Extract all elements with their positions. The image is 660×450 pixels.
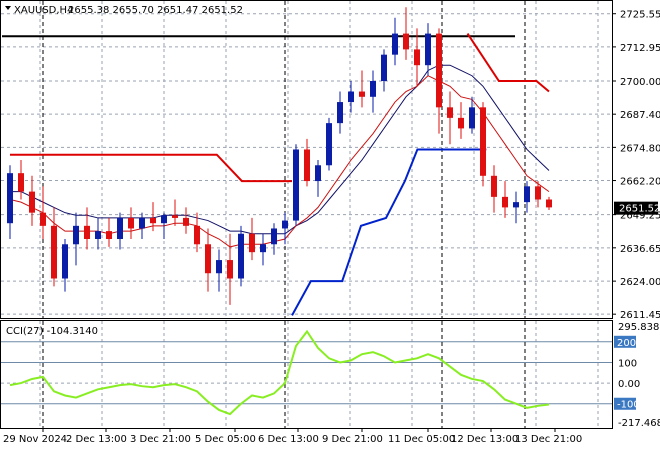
candle [304,138,310,187]
time-tick-label: 2 Dec 13:00 [66,434,127,445]
price-tick-label: 2712.95 [620,43,660,54]
candle [7,165,13,239]
price-tick-label: 2624.00 [620,277,660,288]
candle [381,49,387,92]
time-tick-label: 9 Dec 21:00 [322,434,383,445]
candle [128,207,134,239]
candle [205,228,211,292]
candle [194,212,200,253]
price-tick-label: 2611.45 [620,310,660,321]
candle [117,212,123,250]
price-tick-label: 2662.20 [620,177,660,188]
candle [18,160,24,200]
candle [535,181,541,208]
cci-tick-label: -100 [617,400,640,411]
candles [7,7,552,305]
candle [315,160,321,197]
time-tick-label: 6 Dec 13:00 [258,434,319,445]
candle [403,7,409,60]
time-tick-label: 12 Dec 13:00 [451,434,518,445]
cci-tick-label: 200 [617,338,636,349]
candle [95,217,101,250]
candle [425,23,431,76]
cci-tick-label: -217.4689 [618,418,660,429]
candle [524,181,530,213]
candle [326,117,332,171]
candle [260,233,266,266]
svg-text:2651.52: 2651.52 [619,204,660,215]
candle [161,212,167,239]
candle [502,181,508,218]
candle [458,102,464,139]
candle [414,28,420,87]
price-tick-label: 2725.55 [620,10,660,21]
candle [227,233,233,305]
cci-axis: 295.8383 200 100 0.00 -100 -217.4689 [614,322,660,429]
candle [29,175,35,226]
price-axis: 2725.55 2712.95 2700.00 2687.40 2674.80 2662.… [612,10,660,321]
cci-line [9,329,550,416]
candle [293,144,299,226]
candle [447,91,453,145]
candle [469,96,475,134]
candle [84,207,90,250]
candle [337,91,343,134]
ohlc-readout: 2655.38 2655.70 2651.47 2651.52 [68,5,243,16]
candle [150,202,156,232]
cci-label: CCI(27) -104.3140 [6,326,98,337]
price-tick-label: 2687.40 [620,110,660,121]
grid [1,1,612,428]
stop-line-red [466,33,550,93]
candle [271,223,277,255]
price-tick-label: 2700.00 [620,77,660,88]
stop-line-blue [291,148,487,316]
cci-panel-frame [0,320,613,429]
candle [40,186,46,239]
candle [392,17,398,66]
candle [106,217,112,247]
candle [491,165,497,213]
time-tick-label: 5 Dec 05:00 [195,434,256,445]
cci-level-lines [1,341,612,405]
cci-level-box [614,397,636,410]
cci-tick-label: 0.00 [618,379,640,390]
price-tick-label: 2649.25 [620,211,660,222]
candle [546,196,552,211]
time-tick-label: 11 Dec 05:00 [388,434,455,445]
time-tick-label: 13 Dec 21:00 [515,434,582,445]
candle [183,207,189,234]
price-tick-label: 2636.65 [620,244,660,255]
cci-tick-label: 100 [618,358,637,369]
candle [216,249,222,292]
candle [348,81,354,113]
candle [172,199,178,226]
candle [436,28,442,134]
candle [359,70,365,108]
candle [249,217,255,261]
candle [139,212,145,239]
cci-level-box [614,335,636,348]
candle [62,239,68,292]
triangle-down-icon[interactable] [5,6,11,10]
candle [51,207,57,287]
symbol-label: XAUUSD,H4 [14,5,73,16]
current-price-marker: 2651.52 [614,201,660,215]
candle [282,212,288,245]
candle [480,102,486,187]
time-tick-label: 3 Dec 21:00 [130,434,191,445]
cci-tick-label: 295.8383 [618,322,660,333]
time-tick-label: 29 Nov 2024 [3,434,67,445]
candle [513,191,519,224]
ema-slow-line [10,64,550,235]
candle [370,70,376,113]
candle [238,225,244,287]
stop-line-red [10,153,293,183]
price-tick-label: 2674.80 [620,143,660,154]
candle [73,212,79,266]
stop-lines [10,33,550,316]
